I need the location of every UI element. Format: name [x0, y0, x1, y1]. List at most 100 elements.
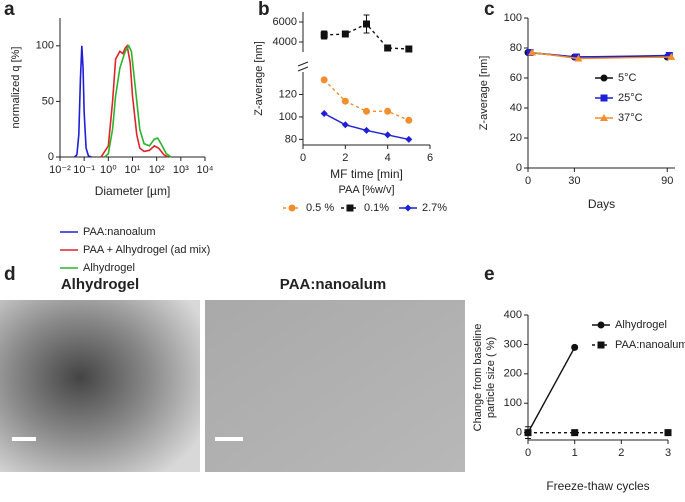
series-line [527, 347, 576, 433]
series-line [73, 45, 92, 158]
marker [346, 204, 354, 212]
legend-label: 5°C [618, 72, 637, 84]
panel-b: b 0 2 4 6 80 100 120 4000 6000 MF time [min] Z-aver… [253, 0, 447, 214]
marker [363, 126, 370, 134]
marker [600, 114, 608, 121]
y-axis-title: Z-average [nm] [478, 56, 490, 131]
marker [405, 135, 413, 143]
x-tick-label: 2 [342, 152, 348, 164]
y-axis-title: Z-average [nm] [253, 41, 265, 116]
y-tick-label: 80 [510, 42, 522, 54]
micrograph [205, 300, 465, 472]
scale-bar [12, 437, 36, 441]
marker [341, 97, 349, 105]
marker [572, 53, 580, 61]
x-tick-label: 10⁴ [197, 164, 214, 176]
marker [528, 48, 536, 56]
panel-label: d [4, 264, 16, 285]
y-tick-label: 300 [504, 338, 522, 350]
marker [363, 20, 370, 28]
x-axis-title: MF time [min] [330, 167, 403, 181]
series-line [323, 79, 410, 121]
image-title: PAA:nanoalum [280, 276, 386, 293]
y-tick-label: 40 [510, 102, 522, 114]
series-line [323, 112, 409, 141]
legend-title: PAA [%w/v] [338, 184, 394, 196]
axis-break [297, 61, 309, 72]
x-tick-label: 3 [665, 447, 671, 459]
y-tick-label: 80 [285, 133, 297, 145]
legend-label: 0.1% [364, 202, 389, 214]
marker [571, 343, 579, 351]
panel-d: d Alhydrogel PAA:nanoalum [0, 264, 465, 472]
marker [341, 30, 349, 38]
marker [384, 107, 392, 115]
y-tick-label: 0 [48, 151, 54, 163]
y-tick-label: 100 [279, 111, 297, 123]
panel-label: a [4, 0, 15, 20]
legend-label: 25°C [618, 92, 643, 104]
y-tick-label: 100 [504, 397, 522, 409]
x-tick-label: 10⁻¹ [73, 164, 95, 176]
marker [320, 31, 328, 39]
legend-label: PAA:nanoalum [83, 226, 156, 238]
marker [320, 110, 328, 118]
marker [574, 54, 583, 62]
marker [600, 94, 608, 102]
y-tick-label: 0 [516, 162, 522, 174]
legend-label: Alhydrogel [615, 319, 667, 331]
x-tick-label: 90 [661, 175, 673, 187]
panel-c: c 0 30 90 0 20 40 60 80 100 Days Z-average [nm] 5°C 2… [478, 0, 676, 211]
legend-label: Alhydrogel [83, 262, 135, 274]
marker [320, 76, 328, 84]
y-axis-title: normalized q [%] [10, 47, 22, 129]
x-tick-label: 10² [149, 164, 165, 176]
micrograph [0, 300, 200, 472]
x-axis-title: Freeze-thaw cycles [546, 479, 649, 493]
y-tick-label: 100 [36, 40, 54, 52]
x-tick-label: 0 [300, 152, 306, 164]
series-line [100, 44, 169, 158]
panel-a: a 10⁻² 10⁻¹ 10⁰ 10¹ 10² 10³ 10⁴ 0 50 100 Diameter [… [4, 0, 214, 274]
marker [665, 52, 673, 59]
panel-label: e [484, 264, 495, 285]
marker [288, 204, 296, 212]
x-tick-label: 0 [525, 175, 531, 187]
x-axis-title: Diameter [µm] [95, 184, 171, 198]
marker [405, 116, 413, 124]
x-axis-title: Days [588, 197, 615, 211]
marker [341, 121, 349, 129]
y-tick-label: 120 [279, 88, 297, 100]
marker [404, 204, 412, 212]
legend-label: 2.7% [422, 202, 447, 214]
marker [667, 53, 676, 60]
x-tick-label: 10⁰ [100, 164, 117, 176]
y-axis-title: Change from baseline [472, 324, 484, 432]
y-tick-label: 50 [42, 95, 54, 107]
scale-bar [215, 437, 243, 441]
marker [524, 429, 532, 437]
x-tick-label: 4 [385, 152, 391, 164]
y-tick-label: 6000 [273, 16, 297, 28]
x-tick-label: 6 [427, 152, 433, 164]
x-tick-label: 30 [568, 175, 580, 187]
y-tick-label: 200 [504, 368, 522, 380]
marker [384, 131, 392, 139]
marker [571, 429, 579, 437]
panel-label: b [258, 0, 270, 20]
legend-label: 0.5 % [306, 202, 334, 214]
marker [600, 74, 608, 82]
panel-label: c [484, 0, 495, 20]
legend-label: 37°C [618, 112, 643, 124]
y-tick-label: 4000 [273, 36, 297, 48]
y-tick-label: 0 [516, 427, 522, 439]
marker [405, 45, 413, 53]
x-tick-label: 10¹ [125, 164, 141, 176]
legend-label: PAA + Alhydrogel (ad mix) [83, 244, 210, 256]
marker [363, 107, 370, 115]
y-tick-label: 20 [510, 132, 522, 144]
y-axis-title: particle size ( %) [485, 337, 497, 418]
marker [597, 321, 605, 329]
y-tick-label: 100 [504, 12, 522, 24]
